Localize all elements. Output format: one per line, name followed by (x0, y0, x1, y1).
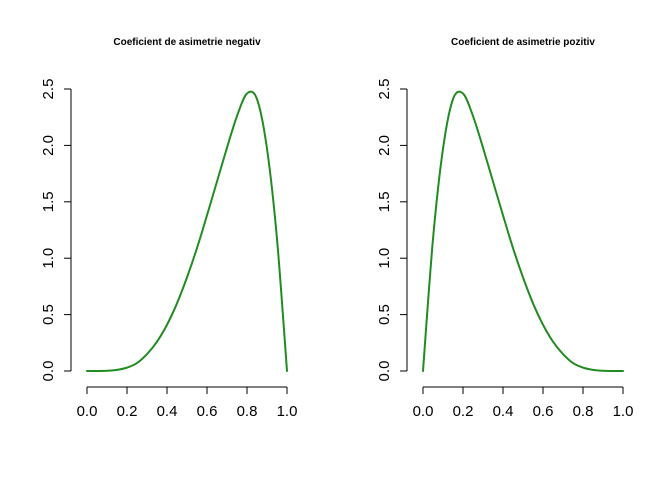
panel-positive-skew: Coeficient de asimetrie pozitiv 0.0 0.5 1.… (376, 37, 633, 420)
x-tick-label: 0.2 (117, 403, 138, 420)
y-tick-label: 0.0 (376, 361, 393, 382)
y-tick-label: 1.0 (40, 248, 57, 269)
x-tick-label: 0.2 (453, 403, 474, 420)
y-ticks: 0.0 0.5 1.0 1.5 2.0 2.5 (40, 79, 71, 382)
x-tick-label: 0.0 (413, 403, 434, 420)
y-tick-label: 0.0 (40, 361, 57, 382)
y-ticks: 0.0 0.5 1.0 1.5 2.0 2.5 (376, 79, 407, 382)
panel-negative-skew: Coeficient de asimetrie negativ 0.0 0.5 1.… (40, 37, 297, 420)
y-tick-label: 1.0 (376, 248, 393, 269)
y-tick-label: 1.5 (376, 191, 393, 212)
y-tick-label: 2.0 (40, 135, 57, 156)
y-tick-label: 2.5 (40, 79, 57, 100)
x-tick-label: 0.4 (157, 403, 178, 420)
y-tick-label: 2.5 (376, 79, 393, 100)
x-tick-label: 1.0 (277, 403, 298, 420)
x-ticks: 0.0 0.2 0.4 0.6 0.8 1.0 (77, 387, 298, 420)
x-tick-label: 0.8 (237, 403, 258, 420)
density-curve (86, 90, 288, 373)
y-tick-label: 0.5 (40, 304, 57, 325)
chart-title: Coeficient de asimetrie pozitiv (451, 37, 595, 48)
y-tick-label: 0.5 (376, 304, 393, 325)
y-tick-label: 2.0 (376, 135, 393, 156)
x-tick-label: 0.4 (493, 403, 514, 420)
x-tick-label: 0.0 (77, 403, 98, 420)
density-curve (422, 90, 624, 373)
x-tick-label: 0.8 (573, 403, 594, 420)
x-tick-label: 1.0 (613, 403, 634, 420)
y-tick-label: 1.5 (40, 191, 57, 212)
x-ticks: 0.0 0.2 0.4 0.6 0.8 1.0 (413, 387, 634, 420)
x-tick-label: 0.6 (533, 403, 554, 420)
chart-title: Coeficient de asimetrie negativ (113, 37, 261, 48)
x-tick-label: 0.6 (197, 403, 218, 420)
